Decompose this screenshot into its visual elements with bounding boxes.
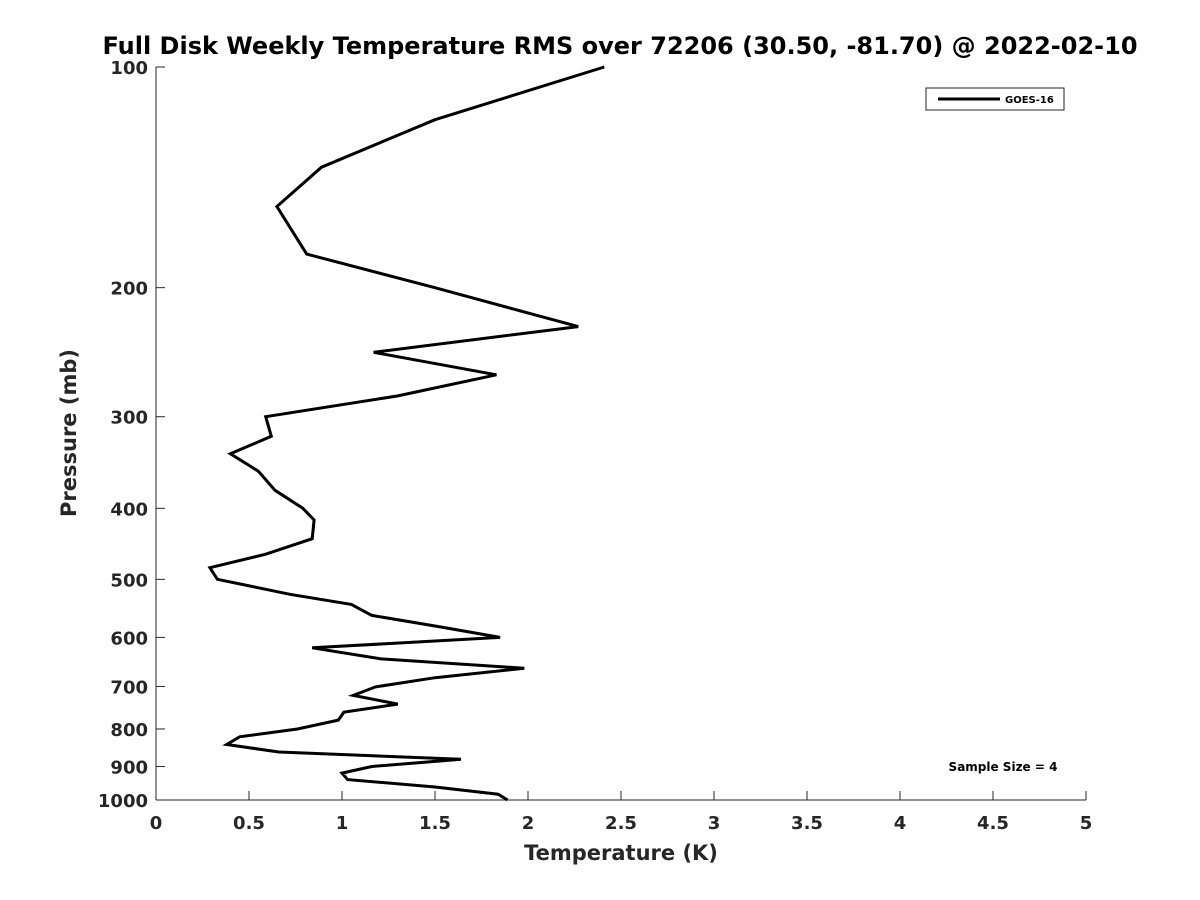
plot-area: 0 0.5 1 1.5 2 2.5 3 3.5 4 4.5 5 100 200 300 400 500 600… [98,58,1092,834]
y-tick-label: 400 [110,499,148,520]
y-tick-label: 300 [110,408,148,429]
series-layer [207,65,605,802]
y-tick-label: 500 [110,570,148,591]
x-tick-label: 2.5 [605,813,637,834]
x-axis-label: Temperature (K) [524,841,718,865]
y-tick-label: 900 [110,757,148,778]
x-tick-label: 0 [150,813,163,834]
legend-label: GOES-16 [1005,95,1054,106]
x-tick-label: 4.5 [977,813,1009,834]
y-tick-label: 800 [110,720,148,741]
sample-size-annotation: Sample Size = 4 [949,760,1058,774]
x-tick-label: 3 [708,813,721,834]
y-tick-label: 200 [110,279,148,300]
x-tick-label: 5 [1080,813,1093,834]
x-tick-label: 3.5 [791,813,823,834]
x-tick-label: 1 [336,813,349,834]
x-tick-label: 0.5 [233,813,265,834]
y-tick-label: 700 [110,677,148,698]
y-ticks: 100 200 300 400 500 600 700 800 900 1000 [98,58,165,812]
chart-title: Full Disk Weekly Temperature RMS over 72… [102,32,1137,60]
y-axis-label: Pressure (mb) [57,349,81,517]
series-line-goes-16 [207,65,605,802]
y-tick-label: 100 [110,58,148,79]
x-ticks: 0 0.5 1 1.5 2 2.5 3 3.5 4 4.5 5 [150,791,1093,834]
x-tick-label: 1.5 [419,813,451,834]
x-tick-label: 4 [894,813,907,834]
x-tick-label: 2 [522,813,535,834]
y-tick-label: 600 [110,628,148,649]
y-tick-label: 1000 [98,791,148,812]
legend: GOES-16 [925,87,1065,111]
